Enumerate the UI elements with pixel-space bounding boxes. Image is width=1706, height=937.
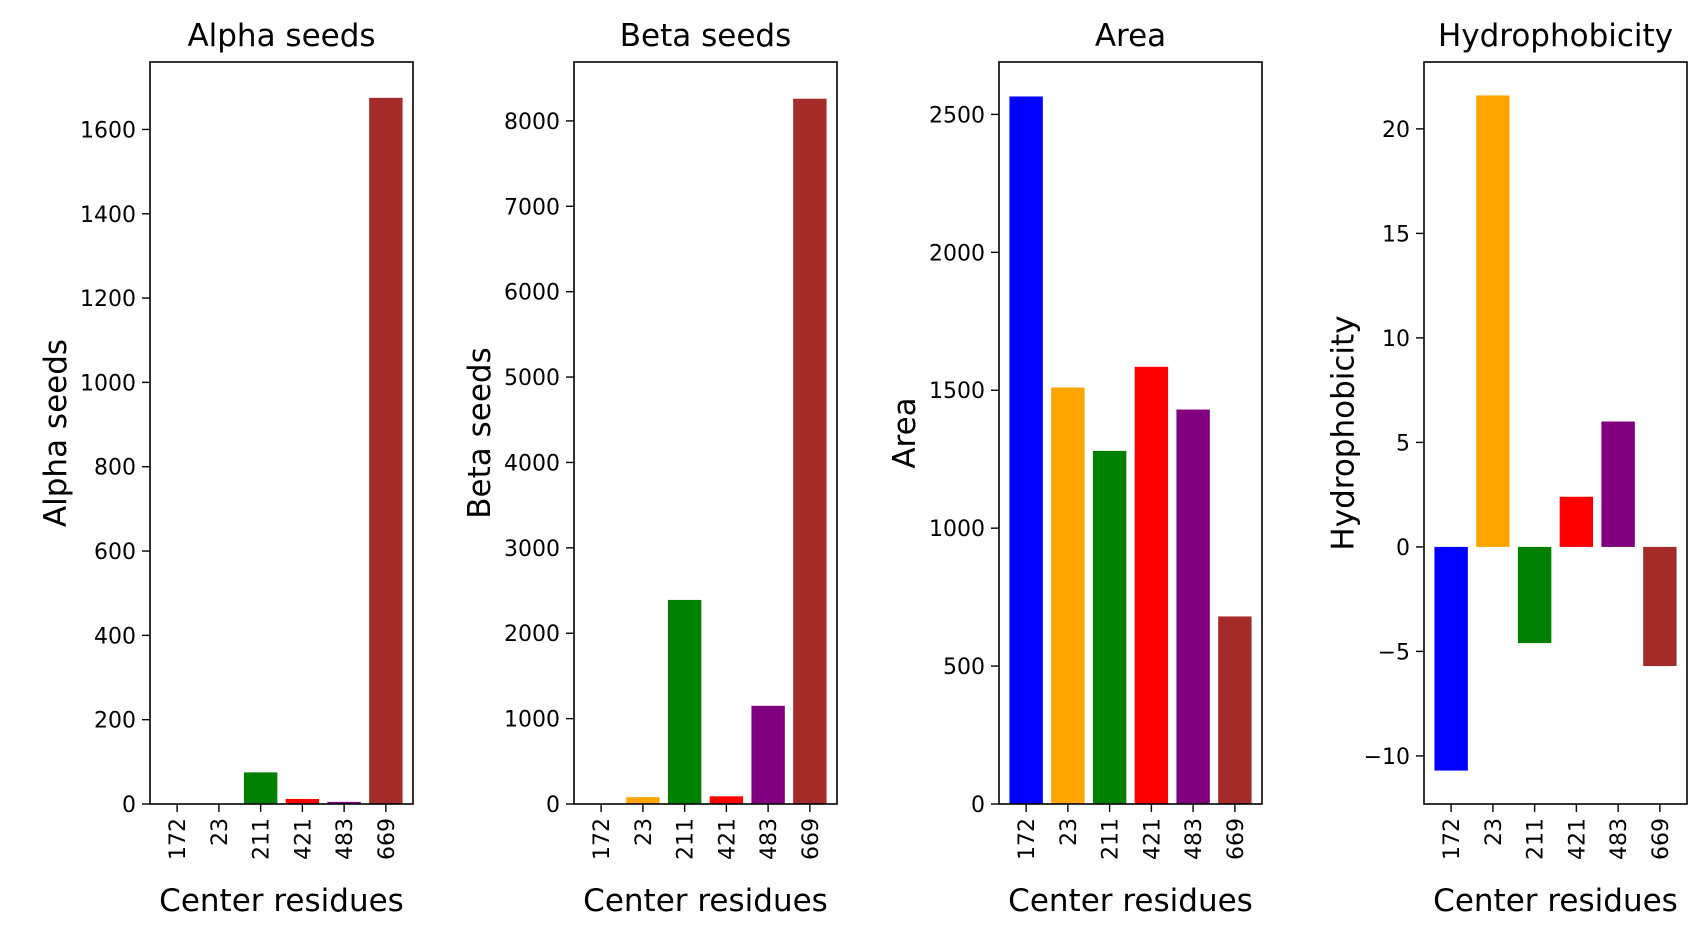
- hydrophobicity-title: Hydrophobicity: [1438, 18, 1673, 54]
- beta-seeds-xlabel: Center residues: [583, 883, 828, 919]
- area-axes-frame: [998, 61, 1263, 805]
- alpha-seeds-bar-421: [285, 798, 320, 804]
- alpha-seeds-xtick-label: 483: [333, 818, 358, 860]
- hydrophobicity-ylabel: Hydrophobicity: [1326, 315, 1362, 550]
- beta-seeds-bar-669: [793, 98, 827, 805]
- hydrophobicity-ytick-label: 10: [1382, 327, 1410, 352]
- alpha-seeds-ytick-label: 800: [94, 456, 136, 481]
- hydrophobicity-bar-211: [1517, 546, 1552, 644]
- area-ytick-label: 1500: [929, 379, 985, 404]
- alpha-seeds-ytick-label: 0: [122, 793, 136, 818]
- hydrophobicity-panel: −10 −5 0 5 10 15 20 172 23 211 421 483 669 Hydrophobi…: [1326, 18, 1688, 919]
- hydrophobicity-axes-frame: [1423, 61, 1688, 805]
- area-ytick-label: 500: [943, 655, 985, 680]
- alpha-seeds-ytick-label: 200: [94, 709, 136, 734]
- area-bar-669: [1218, 616, 1252, 804]
- hydrophobicity-xlabel: Center residues: [1433, 883, 1678, 919]
- hydrophobicity-ytick-label: 20: [1382, 118, 1410, 143]
- beta-seeds-ytick-label: 1000: [504, 708, 560, 733]
- hydrophobicity-xtick-label: 669: [1649, 818, 1674, 860]
- alpha-seeds-xtick-label: 421: [291, 818, 316, 860]
- alpha-seeds-bar-669: [369, 97, 403, 805]
- hydrophobicity-xtick-label: 421: [1565, 818, 1590, 860]
- alpha-seeds-ytick-label: 1200: [80, 287, 136, 312]
- beta-seeds-xtick-label: 172: [590, 818, 615, 860]
- beta-seeds-ytick-label: 2000: [504, 622, 560, 647]
- beta-seeds-ytick-label: 4000: [504, 451, 560, 476]
- alpha-seeds-ytick-label: 1000: [80, 371, 136, 396]
- hydrophobicity-bar-421: [1559, 496, 1594, 547]
- beta-seeds-ytick-label: 0: [546, 793, 560, 818]
- hydrophobicity-xtick-label: 483: [1607, 818, 1632, 860]
- alpha-seeds-axes-frame: [149, 61, 414, 805]
- beta-seeds-bar-421: [709, 796, 744, 804]
- alpha-seeds-xtick-label: 669: [375, 818, 400, 860]
- area-bar-23: [1051, 387, 1085, 804]
- hydrophobicity-ytick-label: 5: [1396, 431, 1410, 456]
- hydrophobicity-ytick-label: −5: [1378, 640, 1410, 665]
- hydrophobicity-xtick-label: 23: [1482, 818, 1507, 846]
- area-xtick-label: 483: [1182, 818, 1207, 860]
- area-ytick-label: 1000: [929, 517, 985, 542]
- beta-seeds-axes-frame: [573, 61, 838, 805]
- area-ylabel: Area: [887, 397, 923, 468]
- alpha-seeds-xtick-label: 23: [208, 818, 233, 846]
- alpha-seeds-ylabel: Alpha seeds: [38, 339, 74, 527]
- beta-seeds-title: Beta seeds: [620, 18, 791, 54]
- alpha-seeds-panel: 0 200 400 600 800 1000 1200 1400 1600 172 23 211 421…: [38, 18, 414, 919]
- beta-seeds-xtick-label: 23: [632, 818, 657, 846]
- beta-seeds-xtick-label: 669: [799, 818, 824, 860]
- beta-seeds-bar-483: [751, 705, 785, 804]
- beta-seeds-xtick-label: 483: [757, 818, 782, 860]
- beta-seeds-ylabel: Beta seeds: [462, 347, 498, 518]
- area-panel: 0 500 1000 1500 2000 2500 172 23 211 421 483 669 Are…: [887, 18, 1263, 919]
- area-ytick-label: 0: [971, 793, 985, 818]
- hydrophobicity-bar-483: [1601, 421, 1635, 547]
- area-xtick-label: 23: [1057, 818, 1082, 846]
- hydrophobicity-ytick-label: −10: [1364, 745, 1410, 770]
- alpha-seeds-ytick-label: 1600: [80, 118, 136, 143]
- beta-seeds-ytick-label: 8000: [504, 110, 560, 135]
- alpha-seeds-xlabel: Center residues: [159, 883, 404, 919]
- area-ytick-label: 2500: [929, 103, 985, 128]
- hydrophobicity-ytick-label: 15: [1382, 222, 1410, 247]
- beta-seeds-ytick-label: 6000: [504, 281, 560, 306]
- alpha-seeds-bar-483: [327, 801, 361, 804]
- beta-seeds-bar-211: [667, 599, 702, 804]
- area-bar-421: [1134, 366, 1169, 804]
- beta-seeds-ytick-label: 7000: [504, 195, 560, 220]
- beta-seeds-bar-23: [626, 797, 660, 804]
- alpha-seeds-xtick-label: 211: [250, 818, 275, 860]
- area-xtick-label: 211: [1099, 818, 1124, 860]
- area-ytick-label: 2000: [929, 241, 985, 266]
- area-bar-211: [1092, 450, 1127, 804]
- beta-seeds-xtick-label: 211: [674, 818, 699, 860]
- area-xlabel: Center residues: [1008, 883, 1253, 919]
- area-title: Area: [1095, 18, 1166, 54]
- beta-seeds-ytick-label: 3000: [504, 537, 560, 562]
- alpha-seeds-ytick-label: 400: [94, 624, 136, 649]
- hydrophobicity-xtick-label: 211: [1524, 818, 1549, 860]
- alpha-seeds-bar-211: [243, 772, 278, 804]
- hydrophobicity-bar-172: [1434, 546, 1468, 771]
- area-bar-483: [1176, 409, 1210, 804]
- beta-seeds-xtick-label: 421: [715, 818, 740, 860]
- hydrophobicity-xtick-label: 172: [1440, 818, 1465, 860]
- area-xtick-label: 421: [1140, 818, 1165, 860]
- hydrophobicity-bar-23: [1476, 95, 1510, 547]
- hydrophobicity-ytick-label: 0: [1396, 536, 1410, 561]
- beta-seeds-ytick-label: 5000: [504, 366, 560, 391]
- area-xtick-label: 172: [1015, 818, 1040, 860]
- alpha-seeds-xtick-label: 172: [166, 818, 191, 860]
- alpha-seeds-ytick-label: 1400: [80, 203, 136, 228]
- hydrophobicity-bar-669: [1643, 546, 1677, 667]
- beta-seeds-panel: 0 1000 2000 3000 4000 5000 6000 7000 8000 172 23 21…: [462, 18, 838, 919]
- area-bar-172: [1009, 96, 1043, 805]
- alpha-seeds-title: Alpha seeds: [187, 18, 375, 54]
- alpha-seeds-ytick-label: 600: [94, 540, 136, 565]
- area-xtick-label: 669: [1224, 818, 1249, 860]
